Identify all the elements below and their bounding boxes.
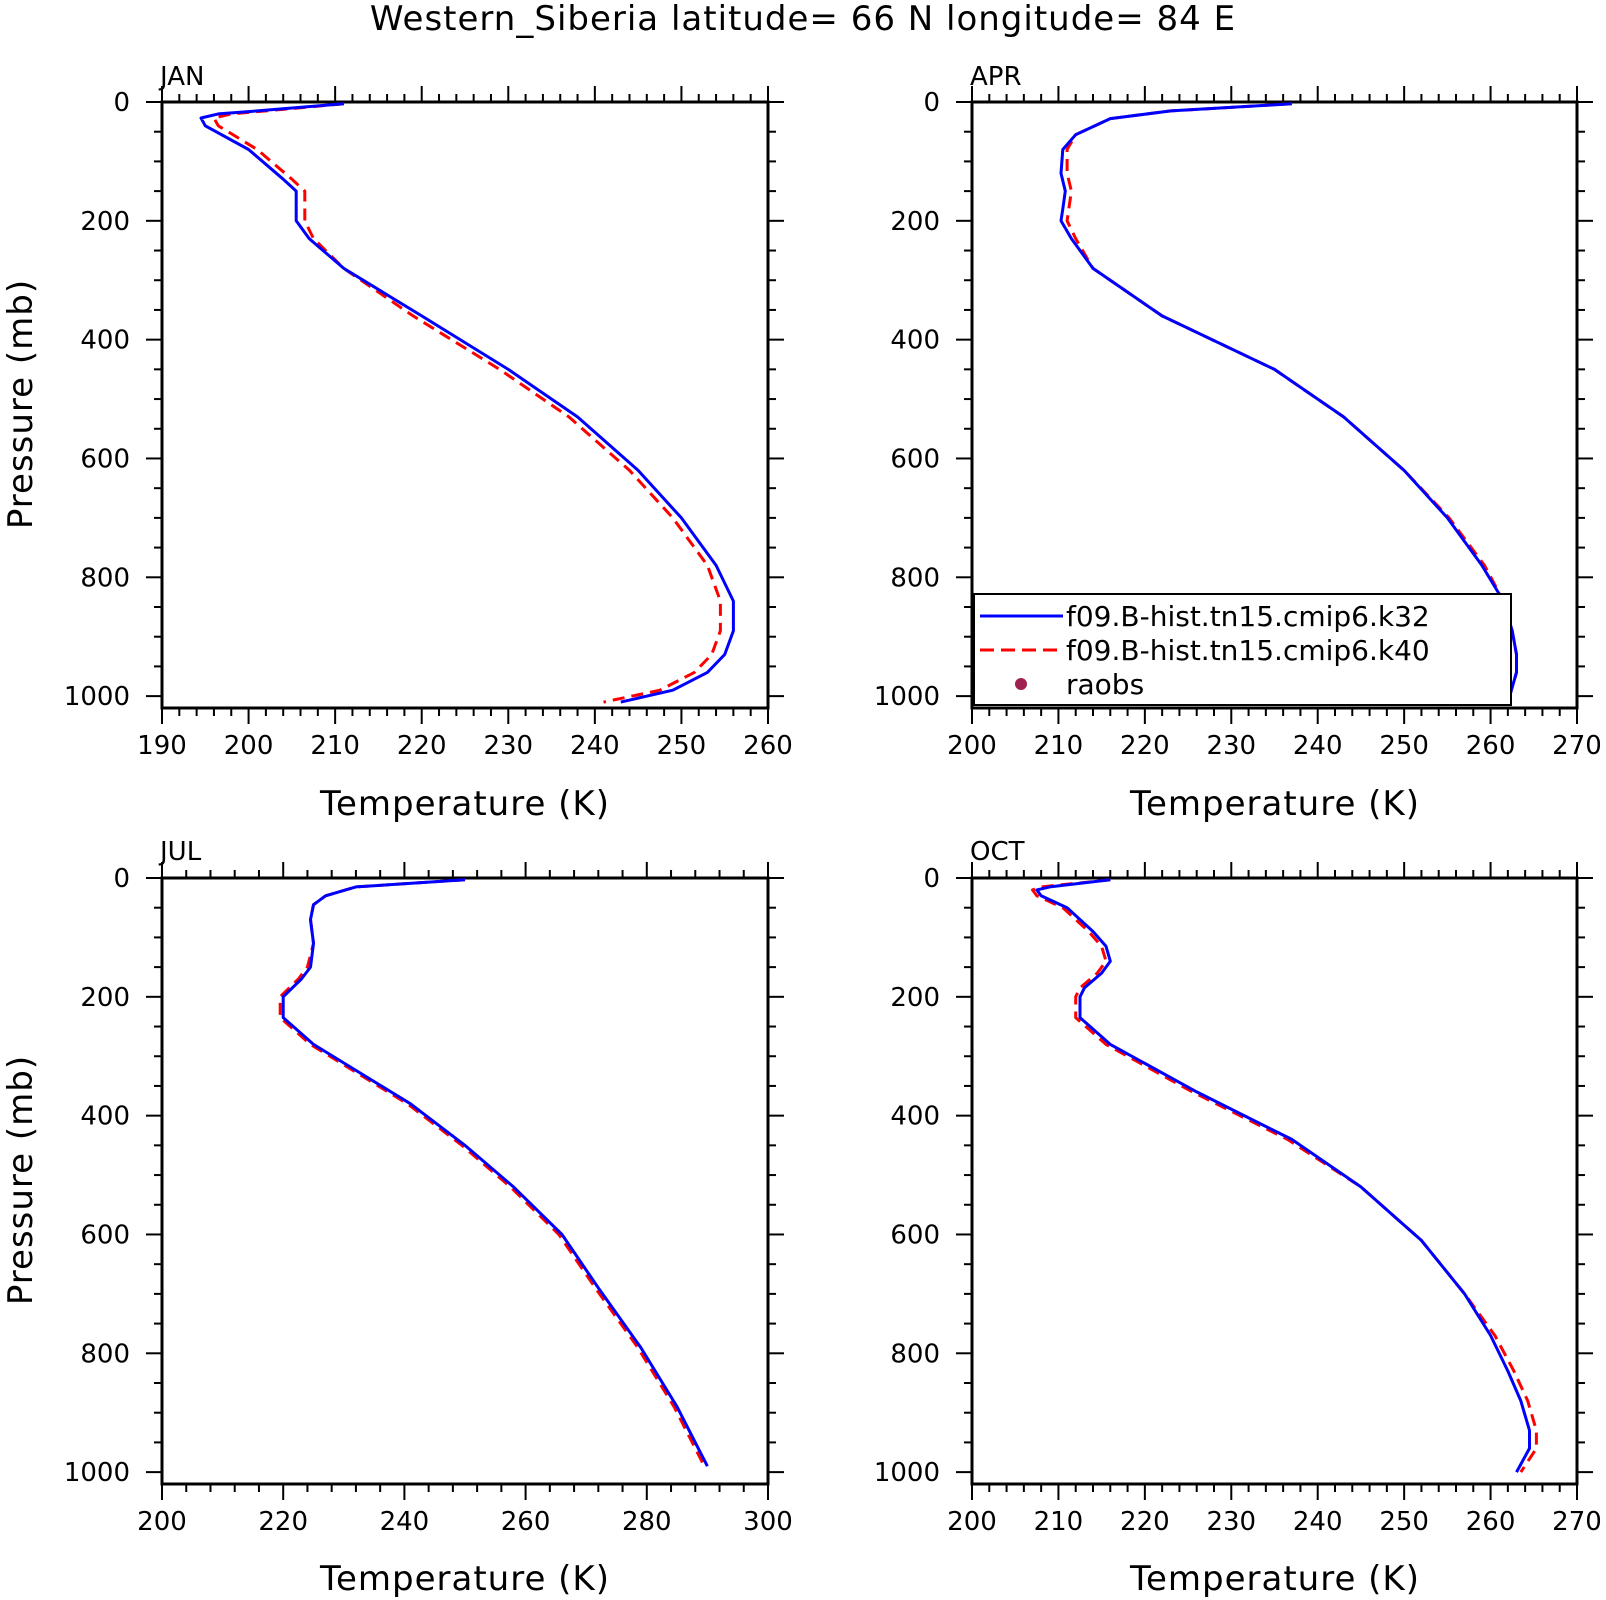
ytick-label-oct: 400: [890, 1102, 940, 1132]
xlabel-apr: Temperature (K): [1129, 784, 1420, 824]
ytick-label-oct: 200: [890, 983, 940, 1013]
xtick-label-jul: 200: [137, 1507, 187, 1537]
plot-frame-jan: [160, 100, 770, 710]
xtick-label-jan: 190: [137, 731, 187, 761]
panel-title-oct: OCT: [970, 837, 1025, 867]
legend: f09.B-hist.tn15.cmip6.k32 f09.B-hist.tn1…: [973, 593, 1512, 706]
xtick-label-jan: 240: [570, 731, 620, 761]
ytick-label-apr: 800: [890, 563, 940, 593]
legend-box: [973, 593, 1512, 706]
xtick-label-jan: 260: [743, 731, 793, 761]
ytick-label-jul: 200: [80, 983, 130, 1013]
xtick-label-oct: 270: [1552, 1507, 1602, 1537]
xtick-label-oct: 230: [1206, 1507, 1256, 1537]
xlabel-jan: Temperature (K): [319, 784, 610, 824]
ytick-label-apr: 600: [890, 444, 940, 474]
xtick-label-apr: 210: [1034, 731, 1084, 761]
xtick-label-jan: 230: [483, 731, 533, 761]
xtick-label-jan: 210: [310, 731, 360, 761]
xtick-label-oct: 250: [1379, 1507, 1429, 1537]
legend-label-raobs: raobs: [1066, 668, 1144, 701]
ytick-label-jul: 600: [80, 1220, 130, 1250]
xtick-label-oct: 200: [947, 1507, 997, 1537]
ytick-label-apr: 400: [890, 326, 940, 356]
panel-title-apr: APR: [970, 62, 1022, 92]
ytick-label-oct: 600: [890, 1220, 940, 1250]
ytick-label-jul: 400: [80, 1102, 130, 1132]
xtick-label-jul: 280: [622, 1507, 672, 1537]
ytick-label-jan: 1000: [64, 682, 130, 712]
xtick-label-apr: 270: [1552, 731, 1602, 761]
ytick-label-apr: 1000: [874, 682, 940, 712]
ylabel-jul: Pressure (mb): [1, 1055, 41, 1305]
ytick-label-oct: 800: [890, 1339, 940, 1369]
ytick-label-jul: 800: [80, 1339, 130, 1369]
ytick-label-oct: 0: [923, 864, 940, 894]
series-k40-line-jul: [278, 878, 706, 1467]
series-k40-line-jan: [212, 102, 722, 704]
series-k40-line-oct: [1031, 878, 1538, 1473]
ytick-label-jan: 600: [80, 444, 130, 474]
xlabel-jul: Temperature (K): [319, 1559, 610, 1599]
xtick-label-apr: 220: [1120, 731, 1170, 761]
series-k32-line-oct: [1035, 878, 1531, 1473]
ytick-label-jul: 0: [113, 864, 130, 894]
ytick-label-jan: 800: [80, 563, 130, 593]
xtick-label-apr: 230: [1206, 731, 1256, 761]
xtick-label-oct: 240: [1293, 1507, 1343, 1537]
xtick-label-jul: 300: [743, 1507, 793, 1537]
legend-label-k40: f09.B-hist.tn15.cmip6.k40: [1066, 634, 1430, 667]
xtick-label-jan: 220: [397, 731, 447, 761]
legend-marker-raobs: [1015, 678, 1027, 690]
panel-title-jul: JUL: [158, 837, 202, 867]
ytick-label-jan: 200: [80, 207, 130, 237]
figure-title: Western_Siberia latitude= 66 N longitude…: [370, 0, 1236, 39]
plot-frame-jul: [160, 876, 770, 1486]
ytick-label-jul: 1000: [64, 1458, 130, 1488]
xtick-label-apr: 240: [1293, 731, 1343, 761]
legend-label-k32: f09.B-hist.tn15.cmip6.k32: [1066, 600, 1430, 633]
ytick-label-jan: 400: [80, 326, 130, 356]
xlabel-oct: Temperature (K): [1129, 1559, 1420, 1599]
xtick-label-jul: 260: [501, 1507, 551, 1537]
xtick-label-apr: 200: [947, 731, 997, 761]
plot-frame-apr: [970, 100, 1579, 710]
xtick-label-apr: 250: [1379, 731, 1429, 761]
xtick-label-oct: 210: [1034, 1507, 1084, 1537]
ytick-label-apr: 0: [923, 88, 940, 118]
xtick-label-apr: 260: [1466, 731, 1516, 761]
ytick-label-oct: 1000: [874, 1458, 940, 1488]
xtick-label-jan: 250: [657, 731, 707, 761]
series-k32-line-jul: [281, 878, 709, 1467]
xtick-label-jul: 220: [258, 1507, 308, 1537]
panel-title-jan: JAN: [158, 62, 204, 92]
xtick-label-jul: 240: [380, 1507, 430, 1537]
xtick-label-oct: 220: [1120, 1507, 1170, 1537]
ytick-label-apr: 200: [890, 207, 940, 237]
ytick-label-jan: 0: [113, 88, 130, 118]
xtick-label-jan: 200: [224, 731, 274, 761]
xtick-label-oct: 260: [1466, 1507, 1516, 1537]
ylabel-jan: Pressure (mb): [1, 279, 41, 529]
plot-frame-oct: [970, 876, 1579, 1486]
series-k32-line-jan: [199, 102, 735, 704]
